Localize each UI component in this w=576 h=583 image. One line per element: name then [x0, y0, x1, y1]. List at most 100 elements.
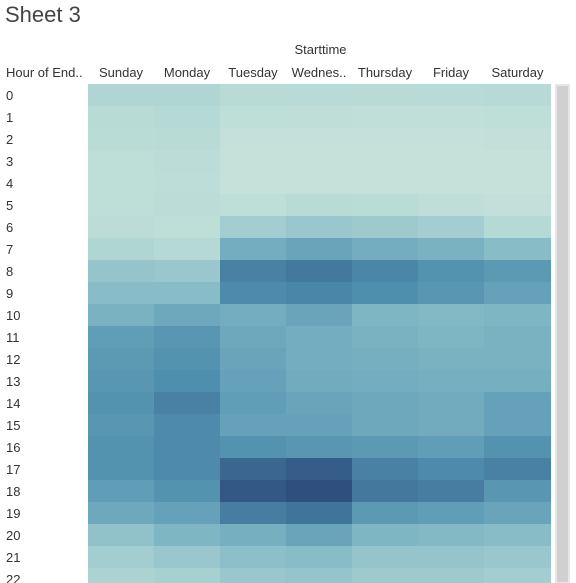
row-label[interactable]: 21	[6, 550, 20, 565]
heatmap-cell[interactable]	[154, 392, 220, 414]
heatmap-cell[interactable]	[352, 106, 418, 128]
heatmap-cell[interactable]	[418, 194, 484, 216]
column-header[interactable]: Wednes..	[286, 65, 352, 80]
heatmap-cell[interactable]	[352, 194, 418, 216]
heatmap-cell[interactable]	[352, 216, 418, 238]
heatmap-cell[interactable]	[418, 260, 484, 282]
heatmap-cell[interactable]	[286, 502, 352, 524]
heatmap-cell[interactable]	[352, 348, 418, 370]
heatmap-cell[interactable]	[220, 150, 286, 172]
heatmap-cell[interactable]	[352, 414, 418, 436]
heatmap-cell[interactable]	[154, 216, 220, 238]
heatmap-cell[interactable]	[220, 172, 286, 194]
heatmap-cell[interactable]	[154, 546, 220, 568]
heatmap-cell[interactable]	[286, 238, 352, 260]
row-label[interactable]: 8	[6, 264, 13, 279]
heatmap-cell[interactable]	[352, 568, 418, 583]
heatmap-cell[interactable]	[418, 84, 484, 106]
heatmap-cell[interactable]	[220, 436, 286, 458]
heatmap-cell[interactable]	[154, 370, 220, 392]
heatmap-cell[interactable]	[154, 194, 220, 216]
heatmap-cell[interactable]	[154, 128, 220, 150]
heatmap-cell[interactable]	[154, 436, 220, 458]
heatmap-cell[interactable]	[484, 84, 551, 106]
heatmap-cell[interactable]	[154, 304, 220, 326]
heatmap-cell[interactable]	[88, 392, 154, 414]
heatmap-cell[interactable]	[484, 480, 551, 502]
heatmap-cell[interactable]	[88, 524, 154, 546]
row-label[interactable]: 7	[6, 242, 13, 257]
row-label[interactable]: 3	[6, 154, 13, 169]
column-header[interactable]: Tuesday	[220, 65, 286, 80]
heatmap-cell[interactable]	[154, 260, 220, 282]
column-header[interactable]: Thursday	[352, 65, 418, 80]
heatmap-cell[interactable]	[286, 172, 352, 194]
heatmap-cell[interactable]	[418, 106, 484, 128]
heatmap-cell[interactable]	[286, 546, 352, 568]
heatmap-cell[interactable]	[418, 172, 484, 194]
heatmap-cell[interactable]	[418, 546, 484, 568]
heatmap-cell[interactable]	[352, 524, 418, 546]
row-label[interactable]: 22	[6, 572, 20, 583]
heatmap-cell[interactable]	[352, 458, 418, 480]
heatmap-cell[interactable]	[418, 348, 484, 370]
heatmap-cell[interactable]	[220, 458, 286, 480]
heatmap-cell[interactable]	[484, 348, 551, 370]
heatmap-cell[interactable]	[418, 282, 484, 304]
heatmap-cell[interactable]	[286, 414, 352, 436]
heatmap-cell[interactable]	[220, 480, 286, 502]
heatmap-cell[interactable]	[418, 524, 484, 546]
heatmap-cell[interactable]	[286, 326, 352, 348]
heatmap-cell[interactable]	[154, 84, 220, 106]
heatmap-cell[interactable]	[154, 348, 220, 370]
heatmap-cell[interactable]	[286, 348, 352, 370]
row-label[interactable]: 14	[6, 396, 20, 411]
heatmap-cell[interactable]	[88, 106, 154, 128]
heatmap-cell[interactable]	[88, 546, 154, 568]
heatmap-cell[interactable]	[286, 370, 352, 392]
row-label[interactable]: 13	[6, 374, 20, 389]
heatmap-cell[interactable]	[220, 326, 286, 348]
row-label[interactable]: 20	[6, 528, 20, 543]
heatmap-cell[interactable]	[418, 304, 484, 326]
row-label[interactable]: 11	[6, 330, 20, 345]
row-label[interactable]: 2	[6, 132, 13, 147]
heatmap-cell[interactable]	[286, 282, 352, 304]
heatmap-cell[interactable]	[88, 150, 154, 172]
heatmap-cell[interactable]	[418, 392, 484, 414]
heatmap-cell[interactable]	[154, 172, 220, 194]
heatmap-cell[interactable]	[352, 370, 418, 392]
heatmap-cell[interactable]	[418, 436, 484, 458]
heatmap-cell[interactable]	[220, 106, 286, 128]
heatmap-cell[interactable]	[88, 326, 154, 348]
vertical-scrollbar-thumb[interactable]	[557, 86, 568, 582]
heatmap-cell[interactable]	[418, 150, 484, 172]
heatmap-cell[interactable]	[220, 546, 286, 568]
heatmap-cell[interactable]	[484, 304, 551, 326]
heatmap-cell[interactable]	[484, 282, 551, 304]
heatmap-cell[interactable]	[286, 304, 352, 326]
heatmap-cell[interactable]	[484, 392, 551, 414]
heatmap-cell[interactable]	[154, 106, 220, 128]
heatmap-cell[interactable]	[88, 194, 154, 216]
row-label[interactable]: 5	[6, 198, 13, 213]
heatmap-cell[interactable]	[286, 216, 352, 238]
heatmap-cell[interactable]	[286, 194, 352, 216]
heatmap-cell[interactable]	[418, 480, 484, 502]
heatmap-cell[interactable]	[484, 546, 551, 568]
heatmap-cell[interactable]	[286, 480, 352, 502]
row-label[interactable]: 12	[6, 352, 20, 367]
heatmap-cell[interactable]	[484, 370, 551, 392]
heatmap-cell[interactable]	[88, 216, 154, 238]
heatmap-cell[interactable]	[484, 150, 551, 172]
heatmap-cell[interactable]	[352, 502, 418, 524]
heatmap-cell[interactable]	[220, 128, 286, 150]
heatmap-cell[interactable]	[418, 502, 484, 524]
heatmap-cell[interactable]	[88, 370, 154, 392]
heatmap-cell[interactable]	[484, 106, 551, 128]
heatmap-cell[interactable]	[220, 348, 286, 370]
heatmap-cell[interactable]	[484, 414, 551, 436]
heatmap-cell[interactable]	[484, 458, 551, 480]
row-label[interactable]: 4	[6, 176, 13, 191]
heatmap-cell[interactable]	[352, 238, 418, 260]
